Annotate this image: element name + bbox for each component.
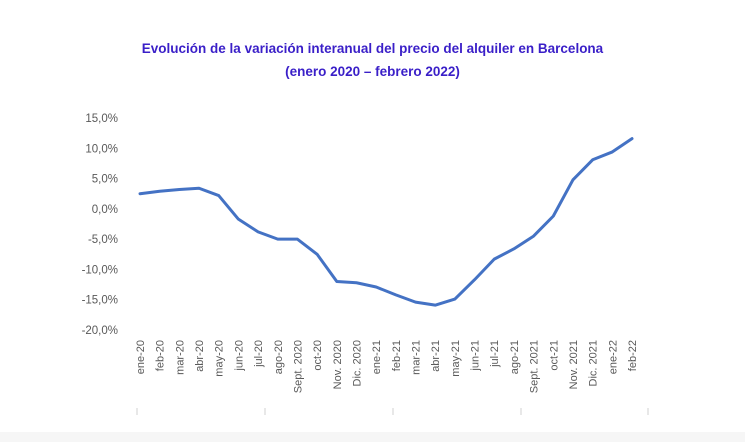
x-tick-label: jun-20 — [233, 340, 245, 372]
x-tick-label: ene-20 — [135, 340, 147, 374]
x-tick-label: ago-20 — [273, 340, 285, 374]
x-tick-label: feb-20 — [155, 340, 167, 371]
y-tick-label: 5,0% — [92, 174, 118, 186]
x-tick-label: oct-20 — [312, 340, 324, 371]
x-tick-label: jun-21 — [470, 340, 482, 372]
x-tick-label: feb-22 — [627, 340, 639, 371]
series-line — [138, 137, 634, 307]
x-tick-label: oct-21 — [548, 340, 560, 371]
x-tick-label: ene-22 — [607, 340, 619, 374]
y-tick-label: -15,0% — [82, 295, 118, 307]
x-tick-label: jul-20 — [253, 340, 265, 368]
x-tick-label: ago-21 — [509, 340, 521, 374]
x-tick-label: jul-21 — [489, 340, 501, 368]
x-tick-label: ene-21 — [371, 340, 383, 374]
x-tick-label: Nov. 2020 — [332, 340, 344, 389]
y-tick-label: -5,0% — [88, 234, 118, 246]
chart-title: Evolución de la variación interanual del… — [141, 41, 604, 56]
x-tick-label: feb-21 — [391, 340, 403, 371]
x-tick-label: abr-20 — [194, 340, 206, 372]
y-tick-label: 10,0% — [85, 143, 118, 155]
x-tick-label: mar-21 — [411, 340, 423, 375]
y-tick-label: 15,0% — [85, 113, 118, 125]
x-tick-label: may-20 — [214, 340, 226, 377]
y-tick-label: 0,0% — [92, 204, 118, 216]
x-tick-label: abr-21 — [430, 340, 442, 372]
x-tick-label: Nov. 2021 — [568, 340, 580, 389]
x-tick-label: Dic. 2020 — [351, 340, 363, 386]
chart-subtitle: (enero 2020 – febrero 2022) — [285, 64, 460, 79]
x-tick-label: Sept. 2021 — [529, 340, 541, 393]
x-tick-label: Sept. 2020 — [292, 340, 304, 393]
x-tick-label: mar-20 — [174, 340, 186, 375]
x-tick-label: may-21 — [450, 340, 462, 377]
y-tick-label: -10,0% — [82, 264, 118, 276]
bottom-strip — [0, 432, 745, 442]
x-tick-label: Dic. 2021 — [588, 340, 600, 386]
y-tick-label: -20,0% — [82, 325, 118, 337]
